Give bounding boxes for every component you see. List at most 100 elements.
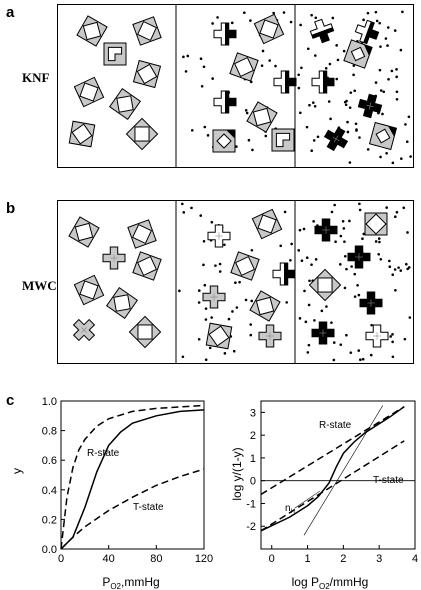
ligand-dot bbox=[395, 97, 399, 101]
nh-pointer bbox=[294, 490, 321, 509]
ligand-dot bbox=[203, 125, 207, 129]
ligand-dot bbox=[297, 86, 301, 90]
ligand-dot bbox=[303, 289, 306, 293]
x-tick-label: 120 bbox=[195, 553, 213, 565]
ligand-dot bbox=[379, 257, 383, 261]
y-tick-label: 0 bbox=[250, 476, 256, 488]
ligand-dot bbox=[378, 21, 381, 25]
ligand-dot bbox=[310, 13, 313, 17]
ligand-dot bbox=[374, 240, 378, 243]
cross-subunit bbox=[314, 218, 338, 242]
ligand-dot bbox=[244, 109, 248, 112]
ligand-dot bbox=[332, 341, 336, 344]
ligand-dot bbox=[211, 77, 214, 80]
ligand-dot bbox=[184, 70, 188, 73]
ligand-dot bbox=[379, 155, 382, 159]
ligand-dot bbox=[379, 45, 382, 48]
ligand-dot bbox=[346, 130, 350, 134]
series-line bbox=[60, 409, 205, 550]
hill-plot: log y/(1-y) log PO2/mmHg R-state T-state… bbox=[230, 400, 418, 590]
ligand-dot bbox=[325, 305, 328, 308]
square-subunit bbox=[251, 208, 283, 240]
ligand-dot bbox=[214, 264, 217, 267]
square-subunit bbox=[132, 251, 162, 281]
nh-annotation-n: n bbox=[285, 503, 291, 514]
ligand-dot bbox=[202, 65, 206, 69]
y-tick-label: -1 bbox=[246, 498, 256, 510]
square-subunit bbox=[73, 76, 105, 108]
ligand-dot bbox=[348, 161, 352, 164]
series-line bbox=[60, 468, 205, 550]
square-subunit bbox=[128, 315, 162, 349]
ligand-dot bbox=[344, 103, 348, 107]
ligand-dot bbox=[314, 54, 317, 57]
ligand-dot bbox=[299, 23, 302, 27]
ligand-dot bbox=[227, 317, 231, 321]
ligand-dot bbox=[316, 135, 320, 139]
ligand-dot bbox=[357, 293, 361, 297]
ligand-dot bbox=[345, 267, 348, 271]
ligand-dot bbox=[336, 58, 340, 62]
ligand-dot bbox=[232, 349, 236, 353]
ligand-dot bbox=[223, 243, 226, 247]
ligand-dot bbox=[181, 202, 184, 206]
ligand-dot bbox=[366, 11, 370, 15]
square-subunit bbox=[229, 52, 259, 82]
ligand-dot bbox=[374, 10, 378, 14]
ligand-dot bbox=[378, 240, 381, 244]
ligand-dot bbox=[328, 62, 332, 66]
knf-diagram bbox=[57, 4, 414, 168]
ligand-dot bbox=[307, 303, 311, 307]
y-tick-label: 0.0 bbox=[42, 544, 57, 556]
ligand-dot bbox=[406, 231, 409, 234]
model-label-mwc: MWC bbox=[22, 278, 57, 293]
square-subunit bbox=[249, 290, 281, 322]
panel-label-b: b bbox=[6, 200, 16, 217]
ligand-dot bbox=[330, 210, 334, 214]
cross-subunit bbox=[357, 93, 383, 119]
ligand-dot bbox=[308, 103, 311, 107]
ligand-dot bbox=[331, 16, 335, 20]
ligand-dot bbox=[391, 273, 395, 277]
ligand-dot bbox=[391, 340, 394, 344]
square-subunit bbox=[253, 13, 285, 45]
ligand-dot bbox=[249, 333, 253, 337]
ligand-dot bbox=[381, 112, 384, 116]
ligand-dot bbox=[335, 77, 339, 81]
ligand-dot bbox=[357, 349, 361, 352]
ligand-dot bbox=[223, 352, 227, 355]
ligand-dot bbox=[397, 266, 400, 269]
ligand-dot bbox=[202, 263, 205, 267]
cross-subunit bbox=[258, 324, 282, 348]
ligand-dot bbox=[395, 75, 398, 79]
ligand-dot bbox=[249, 19, 252, 22]
ligand-dot bbox=[386, 44, 389, 47]
ligand-dot bbox=[393, 29, 397, 32]
ligand-dot bbox=[353, 89, 357, 93]
plot-frame bbox=[260, 400, 416, 550]
ligand-dot bbox=[272, 11, 275, 15]
cross-subunit bbox=[365, 324, 389, 348]
r-state-annotation: R-state bbox=[87, 448, 120, 459]
square-subunit bbox=[246, 101, 278, 133]
ligand-dot bbox=[202, 240, 206, 243]
x-tick-label: 0 bbox=[269, 553, 275, 565]
ligand-dot bbox=[382, 90, 386, 94]
ligand-dot bbox=[218, 262, 222, 266]
ligand-dot bbox=[327, 100, 331, 103]
cross-subunit bbox=[311, 321, 335, 345]
ligand-dot bbox=[350, 265, 353, 268]
ligand-dot bbox=[390, 69, 394, 73]
ligand-dot bbox=[247, 138, 251, 142]
ligand-dot bbox=[405, 262, 408, 266]
x-axis-title: PO2,mmHg bbox=[102, 575, 159, 590]
ligand-dot bbox=[387, 77, 390, 81]
ligand-dot bbox=[197, 337, 201, 341]
ligand-dot bbox=[361, 237, 364, 241]
ligand-dot bbox=[352, 73, 355, 77]
ligand-dot bbox=[348, 106, 352, 109]
ligand-dot bbox=[314, 258, 318, 261]
ligand-dot bbox=[348, 219, 351, 223]
x-axis-title-suffix: /mmHg bbox=[330, 575, 369, 589]
ligand-dot bbox=[395, 210, 399, 214]
